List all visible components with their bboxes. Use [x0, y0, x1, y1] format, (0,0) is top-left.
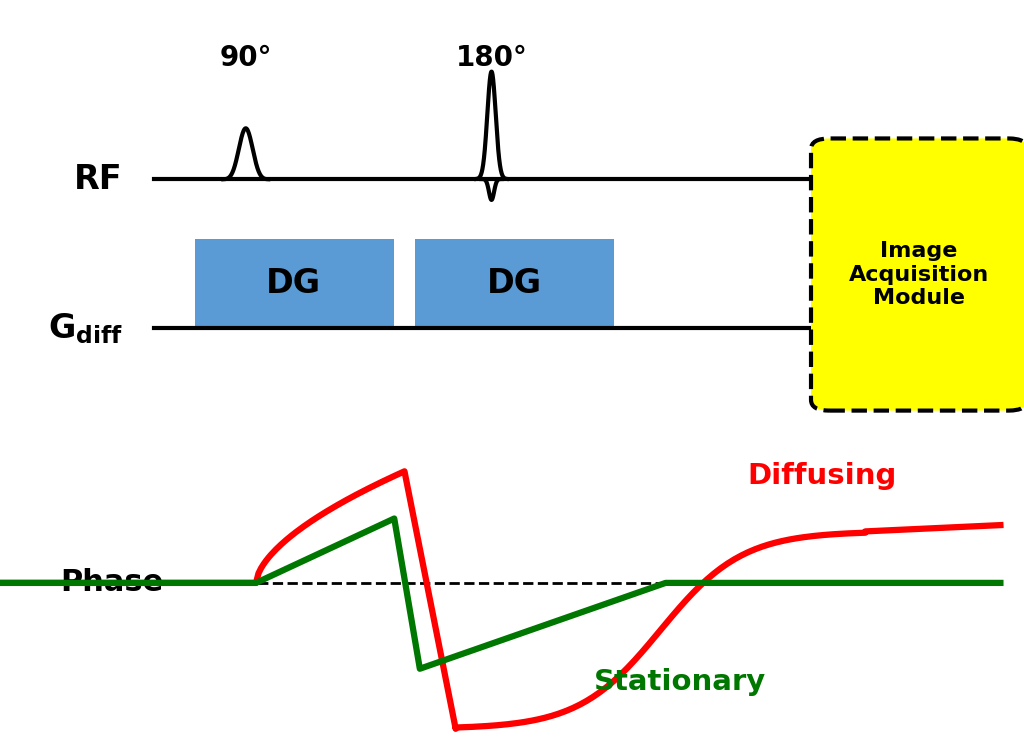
Text: RF: RF: [75, 163, 123, 195]
Text: DG: DG: [486, 267, 542, 300]
Bar: [415, 239, 614, 328]
Bar: [195, 239, 394, 328]
Text: DG: DG: [266, 267, 322, 300]
FancyBboxPatch shape: [811, 139, 1024, 410]
Text: 180°: 180°: [456, 43, 527, 72]
Text: Image
Acquisition
Module: Image Acquisition Module: [849, 241, 989, 308]
Text: Diffusing: Diffusing: [748, 462, 897, 489]
Text: $\mathbf{G_{diff}}$: $\mathbf{G_{diff}}$: [48, 311, 123, 345]
Text: Phase: Phase: [60, 568, 164, 598]
Text: Stationary: Stationary: [594, 668, 766, 695]
Text: 90°: 90°: [219, 43, 272, 72]
